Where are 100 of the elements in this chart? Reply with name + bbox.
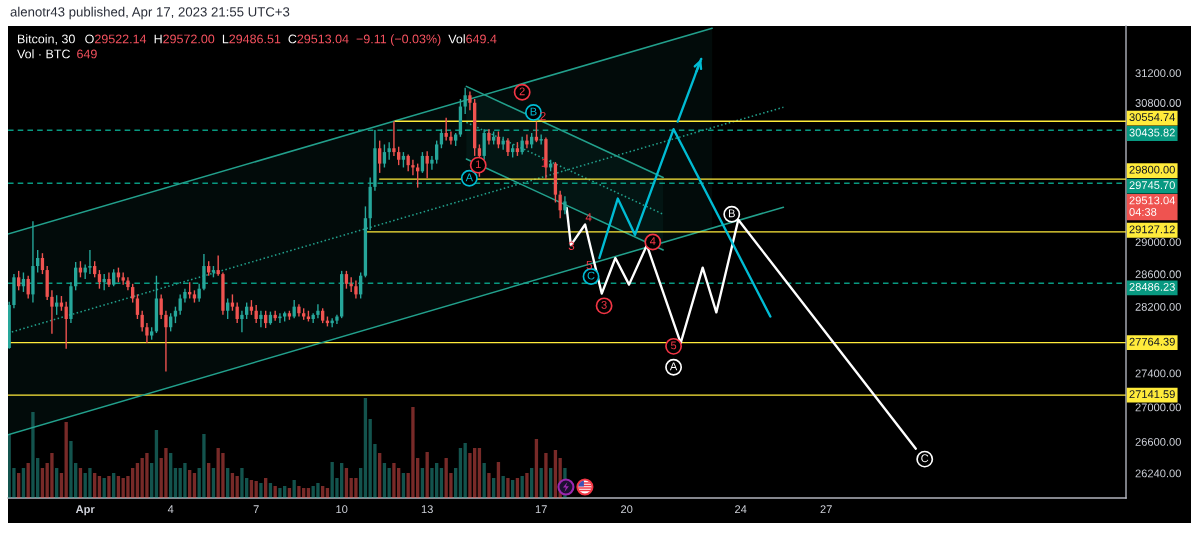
candlestick (435, 139, 439, 165)
text: alenotr43 published, Apr 17, 2023 21:55 UTC+3 (10, 6, 290, 20)
candlestick (387, 141, 391, 161)
bar (549, 468, 553, 498)
bar (283, 486, 287, 498)
bar (97, 476, 102, 498)
bar (520, 476, 524, 498)
x-tick-label: 17 (535, 505, 547, 513)
bar (40, 468, 45, 498)
candlestick (40, 252, 45, 275)
candlestick (216, 254, 220, 277)
bar (553, 450, 558, 498)
candlestick (164, 310, 168, 373)
bar (150, 463, 154, 498)
x-tick-label: 13 (421, 505, 433, 514)
candlestick (378, 139, 382, 174)
annotation: C (921, 454, 929, 463)
candlestick (397, 146, 401, 166)
bar (454, 468, 458, 498)
bar (226, 468, 230, 498)
x-tick-label: 27 (820, 505, 832, 513)
candlestick (392, 120, 396, 157)
candlestick (430, 155, 434, 171)
bar (183, 463, 187, 498)
bar (297, 486, 301, 498)
bar (17, 473, 21, 498)
bar (221, 453, 225, 498)
candlestick (477, 143, 482, 178)
bar (311, 486, 315, 498)
bar (121, 478, 125, 498)
annotation: 4 (585, 213, 592, 222)
bar (273, 486, 277, 498)
bar (36, 458, 40, 498)
bar (382, 463, 387, 498)
candlestick (425, 150, 429, 179)
bar (292, 480, 296, 498)
bar (373, 444, 377, 498)
bar (64, 422, 68, 498)
annotation: B (728, 209, 735, 218)
bar (468, 453, 472, 498)
annotation: L (222, 34, 229, 44)
annotation: C (587, 271, 595, 280)
candlestick (468, 90, 472, 111)
bar (102, 478, 106, 498)
annotation: −9.11 (−0.03%) (356, 34, 441, 46)
bar (45, 463, 49, 498)
bar (135, 463, 140, 498)
bar (26, 463, 30, 498)
bar (368, 419, 372, 498)
bar (216, 448, 220, 498)
bar (306, 488, 311, 498)
bar (340, 463, 344, 498)
bar (112, 473, 116, 498)
y-tick-label: 27400.00 (1135, 369, 1181, 378)
bar (31, 412, 35, 498)
text: 04:38 (1129, 208, 1157, 216)
bar (12, 468, 16, 498)
candlestick (539, 133, 543, 146)
candlestick (202, 253, 206, 292)
bar (278, 488, 282, 498)
bar (21, 468, 26, 498)
bar (477, 448, 482, 498)
annotation: 649 (77, 49, 97, 59)
bar (235, 476, 239, 498)
bar (515, 478, 520, 498)
bar (178, 468, 182, 498)
bar (444, 458, 448, 498)
bar (211, 468, 216, 498)
bar (93, 473, 97, 498)
x-tick-label: 10 (336, 505, 348, 514)
y-tick-label: 31200.00 (1135, 69, 1181, 78)
x-tick-label: 24 (735, 505, 747, 513)
y-tick-label: 29000.00 (1135, 238, 1181, 247)
bar (416, 458, 420, 498)
series-label: 30554.74 (1129, 113, 1176, 122)
bar (378, 453, 382, 498)
y-tick-label: 27000.00 (1135, 403, 1181, 412)
ref-line-label: 27141.59 (1129, 390, 1175, 399)
bar (268, 483, 273, 498)
y-tick-label: 28600.00 (1135, 270, 1181, 279)
bar (83, 473, 87, 498)
bar (169, 453, 173, 498)
bar (287, 488, 292, 498)
bar (411, 407, 415, 498)
bar (344, 468, 349, 498)
bar (487, 473, 491, 498)
bar (107, 476, 111, 498)
candlestick (50, 289, 54, 335)
bar (88, 468, 92, 498)
x-tick-label: 20 (621, 505, 633, 514)
bar (116, 476, 121, 498)
bar (8, 434, 11, 498)
annotation: 1 (541, 158, 547, 167)
annotation: 29513.04 (297, 34, 349, 44)
bar (397, 468, 401, 498)
candlestick (135, 293, 140, 320)
bar (354, 478, 358, 498)
annotation: 29522.14 (95, 34, 147, 44)
annotation: 5 (670, 341, 677, 350)
bar (173, 468, 178, 498)
